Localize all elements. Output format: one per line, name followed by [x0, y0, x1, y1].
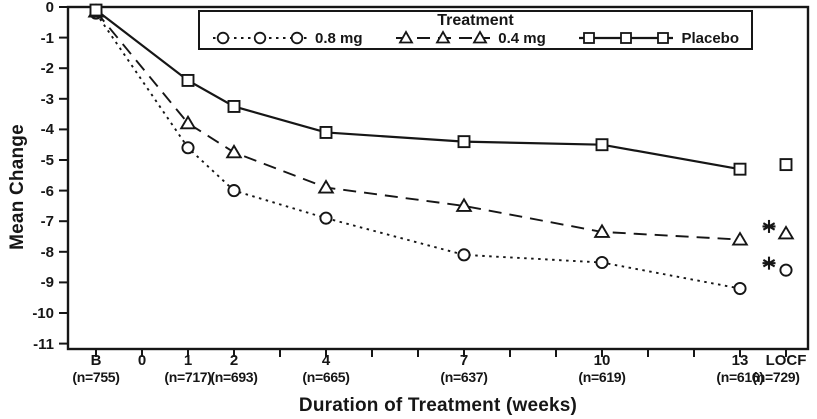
locf-marker-0-4-mg	[777, 225, 795, 240]
n-count-label: (n=693)	[210, 369, 258, 385]
locf-marker-0-8-mg	[779, 263, 793, 277]
y-tick-label: -6	[40, 182, 54, 200]
series-marker-placebo	[457, 135, 471, 149]
triangle-marker-icon	[472, 30, 488, 44]
legend-sample-0-4-mg	[396, 30, 491, 44]
legend-entry-0-4-mg: 0.4 mg	[395, 29, 546, 47]
n-count-label: (n=729)	[752, 369, 800, 385]
y-tick-label: 0	[45, 0, 54, 16]
legend-entry-0-8-mg: 0.8 mg	[212, 29, 363, 47]
legend-entry-label: 0.4 mg	[498, 29, 546, 47]
triangle-marker-icon	[398, 30, 414, 44]
series-marker-placebo	[89, 3, 103, 17]
y-tick-label: -2	[40, 60, 54, 78]
x-tick-label: LOCF	[765, 352, 807, 369]
y-tick-label: -4	[40, 121, 54, 139]
series-marker-placebo	[319, 126, 333, 139]
series-marker-0-8-mg	[227, 184, 241, 198]
y-tick-label: -11	[33, 335, 54, 353]
square-marker-icon	[657, 32, 670, 44]
n-count-label: (n=755)	[72, 369, 120, 385]
legend-entry-placebo: Placebo	[578, 29, 739, 47]
triangle-marker-icon	[435, 30, 451, 44]
y-tick-label: -8	[40, 243, 54, 261]
series-marker-placebo	[227, 99, 241, 113]
x-tick-label: B	[90, 352, 102, 369]
x-axis-title: Duration of Treatment (weeks)	[298, 395, 578, 416]
circle-marker-icon	[290, 31, 304, 45]
x-tick-label: 13	[731, 352, 749, 369]
series-marker-0-4-mg	[731, 231, 749, 246]
series-marker-0-4-mg	[179, 114, 197, 130]
series-marker-0-8-mg	[319, 211, 333, 225]
x-tick-label: 7	[459, 352, 469, 369]
n-count-label: (n=665)	[302, 369, 350, 385]
n-count-label: (n=637)	[440, 369, 488, 385]
y-tick-label: -5	[40, 152, 54, 169]
series-marker-0-4-mg	[593, 223, 611, 238]
series-marker-0-4-mg	[317, 179, 335, 194]
series-marker-placebo	[181, 73, 195, 87]
series-marker-0-8-mg	[733, 281, 747, 296]
n-count-label: (n=717)	[164, 369, 212, 385]
series-marker-placebo	[733, 162, 747, 176]
n-count-label: (n=619)	[578, 369, 626, 385]
y-tick-label: -9	[40, 274, 54, 292]
series-marker-0-4-mg	[455, 197, 473, 212]
legend-entry-label: Placebo	[681, 29, 739, 47]
locf-marker-placebo	[779, 158, 793, 172]
series-marker-placebo	[595, 138, 609, 152]
series-marker-0-8-mg	[181, 141, 195, 155]
y-tick-label: -1	[40, 29, 54, 47]
series-marker-0-8-mg	[457, 248, 471, 262]
legend-entry-label: 0.8 mg	[315, 29, 363, 47]
circle-marker-icon	[253, 31, 267, 45]
circle-marker-icon	[216, 31, 230, 45]
square-marker-icon	[583, 32, 596, 44]
x-tick-label: 0	[137, 352, 147, 369]
legend-entries: 0.8 mg 0.4 mg Placebo	[200, 28, 751, 48]
x-tick-label: 4	[321, 352, 331, 369]
n-count-label: (n=616)	[716, 369, 764, 385]
series-marker-0-4-mg	[225, 143, 243, 159]
legend-sample-placebo	[579, 32, 674, 44]
x-tick-label: 10	[593, 352, 611, 369]
y-tick-label: -7	[40, 213, 54, 231]
x-tick-label: 2	[229, 352, 239, 369]
plot-border	[66, 5, 810, 351]
legend-title: Treatment	[437, 12, 514, 29]
significance-asterisk	[762, 219, 776, 233]
legend: Treatment 0.8 mg 0.4 mg Placebo	[198, 10, 753, 50]
y-tick-label: -10	[32, 305, 54, 322]
square-marker-icon	[620, 32, 633, 44]
legend-sample-0-8-mg	[213, 31, 307, 45]
y-tick-label: -3	[40, 90, 54, 108]
x-tick-label: 1	[183, 352, 193, 369]
series-marker-0-8-mg	[595, 255, 609, 270]
significance-asterisk	[762, 256, 776, 270]
